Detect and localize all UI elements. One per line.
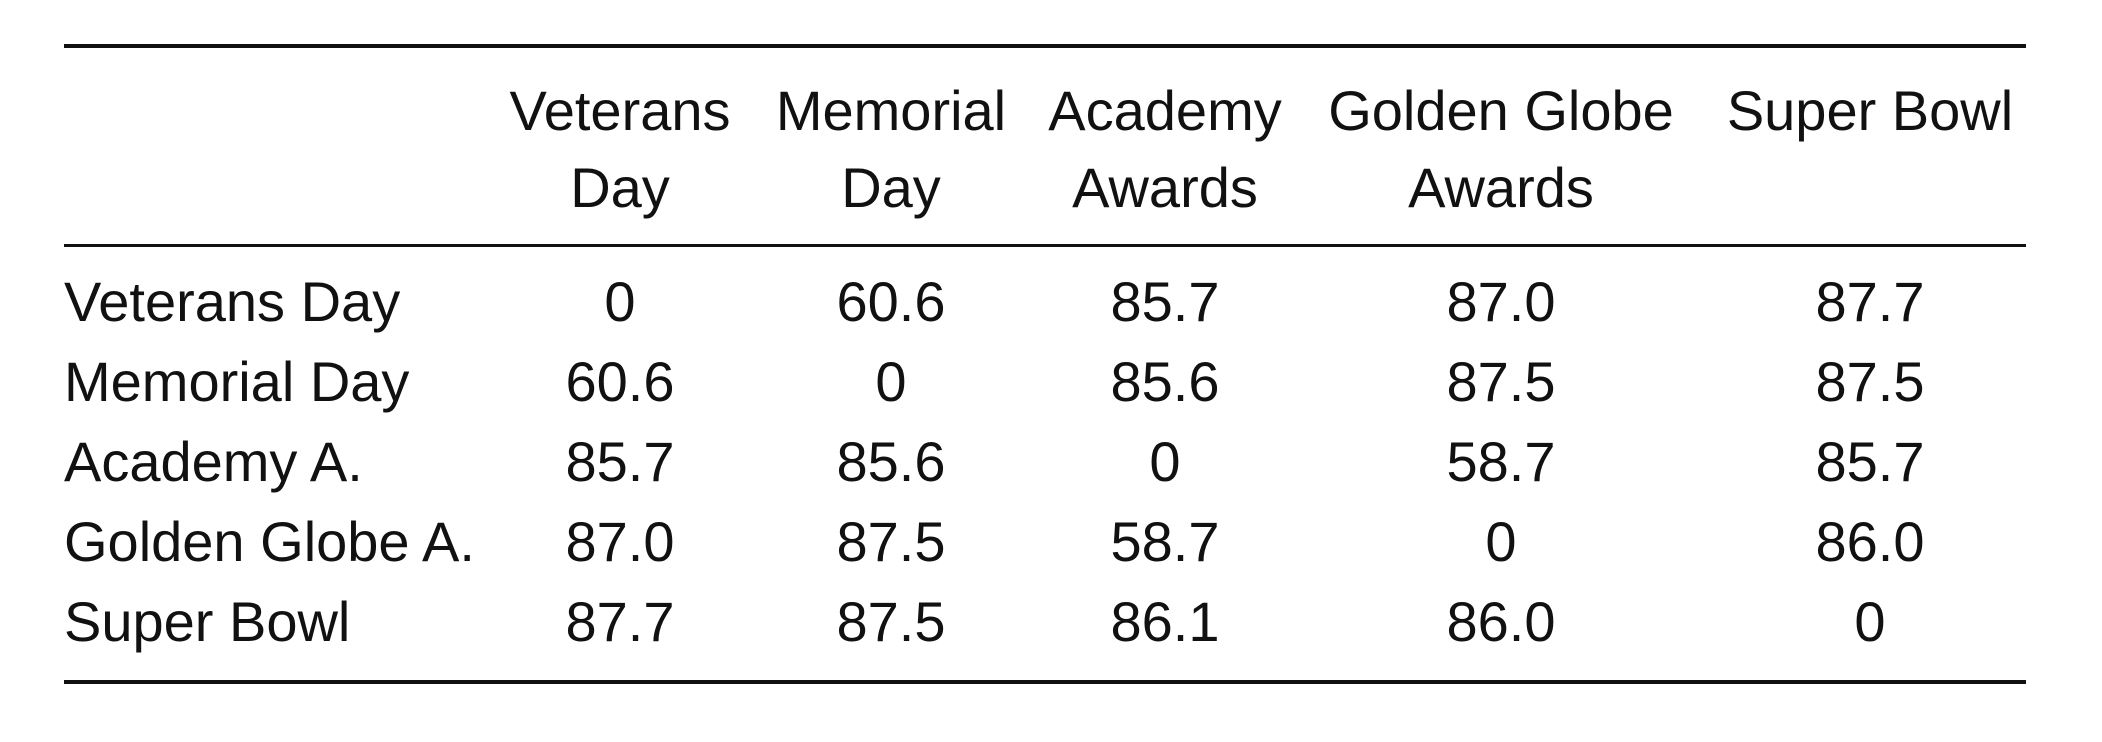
column-header-line1: Golden Globe <box>1328 79 1674 142</box>
table-row: Super Bowl 87.7 87.5 86.1 86.0 0 <box>64 582 2026 662</box>
column-header-academy-awards: Academy Awards <box>1040 72 1290 226</box>
table-cell: 87.5 <box>836 590 946 653</box>
table-cell: 58.7 <box>1110 510 1220 573</box>
table-cell: 0 <box>1854 590 1886 653</box>
table-cell: 87.5 <box>1815 350 1925 413</box>
table-top-rule <box>64 44 2026 48</box>
table-cell: 85.6 <box>836 430 946 493</box>
table-cell: 87.0 <box>1446 270 1556 333</box>
column-header-veterans-day: Veterans Day <box>500 72 740 226</box>
table-cell: 0 <box>875 350 907 413</box>
distance-table: Veterans Day Memorial Day Academy Awards… <box>64 0 2026 742</box>
table-cell: 85.7 <box>1110 270 1220 333</box>
table-bottom-rule <box>64 680 2026 684</box>
column-header-line1: Academy <box>1048 79 1282 142</box>
table-cell: 87.7 <box>565 590 675 653</box>
row-label: Super Bowl <box>64 590 351 653</box>
table-cell: 0 <box>1149 430 1181 493</box>
row-label: Academy A. <box>64 430 363 493</box>
table-cell: 85.7 <box>565 430 675 493</box>
table-cell: 87.5 <box>836 510 946 573</box>
column-header-line2: Awards <box>1072 156 1258 219</box>
table-cell: 85.6 <box>1110 350 1220 413</box>
table-cell: 0 <box>1485 510 1517 573</box>
table-row: Golden Globe A. 87.0 87.5 58.7 0 86.0 <box>64 502 2026 582</box>
table-header-rule <box>64 244 2026 247</box>
table-row: Veterans Day 0 60.6 85.7 87.0 87.7 <box>64 262 2026 342</box>
column-header-line2: Day <box>841 156 941 219</box>
table-cell: 85.7 <box>1815 430 1925 493</box>
column-header-memorial-day: Memorial Day <box>766 72 1016 226</box>
table-cell: 86.0 <box>1815 510 1925 573</box>
table-row: Academy A. 85.7 85.6 0 58.7 85.7 <box>64 422 2026 502</box>
row-label: Golden Globe A. <box>64 510 475 573</box>
row-label: Memorial Day <box>64 350 410 413</box>
table-cell: 86.0 <box>1446 590 1556 653</box>
table-cell: 87.5 <box>1446 350 1556 413</box>
column-header-golden-globe-awards: Golden Globe Awards <box>1318 72 1684 226</box>
table-row: Memorial Day 60.6 0 85.6 87.5 87.5 <box>64 342 2026 422</box>
column-header-line1: Memorial <box>775 79 1007 142</box>
table-cell: 87.7 <box>1815 270 1925 333</box>
table-cell: 87.0 <box>565 510 675 573</box>
column-header-line1: Veterans <box>509 79 731 142</box>
column-header-line2: Awards <box>1408 156 1594 219</box>
table-cell: 0 <box>604 270 636 333</box>
table-cell: 86.1 <box>1110 590 1220 653</box>
table-cell: 60.6 <box>565 350 675 413</box>
row-label: Veterans Day <box>64 270 401 333</box>
column-header-line1: Super Bowl <box>1726 79 2014 142</box>
column-header-super-bowl: Super Bowl <box>1714 72 2026 149</box>
table-cell: 60.6 <box>836 270 946 333</box>
table-cell: 58.7 <box>1446 430 1556 493</box>
column-header-line2: Day <box>570 156 670 219</box>
